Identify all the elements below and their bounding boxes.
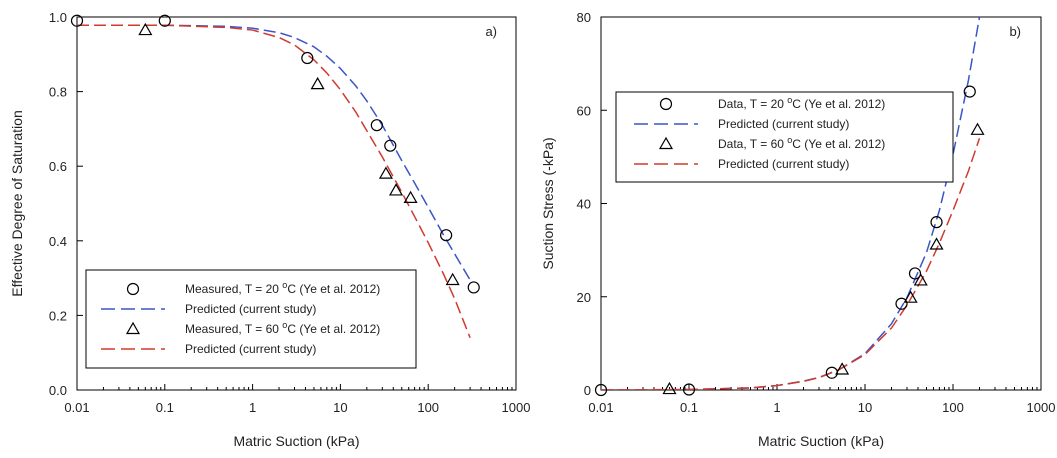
- y-tick-label: 0.8: [49, 85, 67, 100]
- x-axis-label: Matric Suction (kPa): [758, 433, 884, 449]
- series-line-predicted-60c: [601, 137, 981, 390]
- legend-entry-suffix: C (Ye et al. 2012): [287, 282, 380, 296]
- data-point-triangle: [403, 190, 418, 204]
- y-tick-label: 0.6: [49, 159, 67, 174]
- data-point-circle: [594, 383, 608, 397]
- data-point-triangle: [378, 166, 393, 179]
- y-tick-label: 0.0: [49, 383, 67, 398]
- data-point-triangle: [913, 273, 928, 286]
- legend-entry-label: Predicted (current study): [718, 157, 849, 171]
- y-tick-label: 40: [577, 197, 591, 212]
- y-tick-label: 80: [577, 10, 591, 25]
- legend-entry-text: Measured, T = 20 oC (Ye et al. 2012): [185, 280, 380, 296]
- legend: Data, T = 20 oC (Ye et al. 2012)Predicte…: [615, 91, 954, 183]
- y-tick-label: 20: [577, 290, 591, 305]
- legend-entry-text: Predicted (current study): [185, 302, 316, 316]
- y-tick-label: 0.4: [49, 234, 67, 249]
- x-tick-label: 1000: [502, 400, 531, 415]
- y-tick-label: 1.0: [49, 10, 67, 25]
- data-point-triangle: [929, 237, 944, 250]
- legend-entry-suffix: C (Ye et al. 2012): [792, 97, 885, 111]
- legend-entry-suffix: C (Ye et al. 2012): [792, 137, 885, 151]
- legend-box: [615, 91, 954, 183]
- y-axis-label: Effective Degree of Saturation: [9, 110, 25, 297]
- legend-box: [85, 269, 417, 369]
- x-axis-label: Matric Suction (kPa): [233, 433, 359, 449]
- x-tick-label: 0.1: [680, 400, 698, 415]
- legend-entry-label: Measured, T = 60: [185, 322, 282, 336]
- data-point-triangle: [310, 76, 325, 90]
- legend-degree-symbol: o: [282, 280, 287, 290]
- x-tick-label: 1: [249, 400, 256, 415]
- x-tick-label: 0.1: [156, 400, 174, 415]
- panel-label: b): [1009, 24, 1021, 39]
- legend: Measured, T = 20 oC (Ye et al. 2012)Pred…: [85, 269, 417, 369]
- legend-entry-text: Data, T = 60 oC (Ye et al. 2012): [718, 135, 885, 151]
- x-tick-label: 1000: [1027, 400, 1056, 415]
- data-point-circle: [301, 51, 314, 65]
- legend-entry-label: Predicted (current study): [718, 117, 849, 131]
- y-tick-label: 60: [577, 103, 591, 118]
- series-line-predicted-60c: [77, 24, 471, 339]
- x-tick-label: 10: [858, 400, 872, 415]
- legend-entry-suffix: C (Ye et al. 2012): [287, 322, 380, 336]
- data-point-circle: [908, 267, 922, 280]
- y-axis-label: Suction Stress (-kPa): [540, 137, 556, 269]
- data-point-circle: [963, 85, 976, 98]
- data-point-circle: [467, 281, 480, 294]
- legend-marker: [126, 282, 140, 296]
- chart-panel-b: 0.01 0.1 1 10 100 1000 0 20 40 60 80 Matric Suction…: [540, 10, 1055, 449]
- data-point-triangle: [388, 183, 404, 196]
- x-tick-label: 100: [942, 400, 964, 415]
- legend-degree-symbol: o: [787, 135, 792, 145]
- legend-entry-label: Data, T = 20: [718, 97, 787, 111]
- data-point-triangle: [662, 381, 677, 395]
- data-point-circle: [384, 139, 397, 152]
- data-point-triangle: [445, 272, 460, 286]
- x-tick-label: 1: [773, 400, 780, 415]
- legend-entry-label: Data, T = 60: [718, 137, 787, 151]
- data-point-triangle: [903, 290, 918, 303]
- data-point-circle: [70, 14, 84, 27]
- legend-marker: [658, 136, 674, 150]
- legend-entry-label: Measured, T = 20: [185, 282, 282, 296]
- data-point-circle: [158, 14, 171, 27]
- series-line-predicted-20c: [77, 24, 471, 281]
- legend-entry-text: Measured, T = 60 oC (Ye et al. 2012): [185, 320, 380, 336]
- data-point-circle: [440, 229, 453, 242]
- legend-entry-text: Data, T = 20 oC (Ye et al. 2012): [718, 95, 885, 111]
- data-point-triangle: [970, 122, 985, 135]
- data-point-circle: [682, 383, 696, 396]
- legend-marker: [659, 97, 673, 111]
- legend-marker: [125, 321, 141, 335]
- legend-entry-label: Predicted (current study): [185, 342, 316, 356]
- data-point-circle: [930, 216, 943, 229]
- plot-area-frame: [76, 16, 517, 391]
- data-point-circle: [895, 297, 908, 310]
- legend-entry-text: Predicted (current study): [718, 117, 849, 131]
- legend-entry-label: Predicted (current study): [185, 302, 316, 316]
- data-point-triangle: [835, 362, 850, 375]
- y-tick-label: 0.2: [49, 308, 67, 323]
- x-tick-label: 100: [417, 400, 439, 415]
- data-point-triangle: [138, 22, 153, 36]
- chart-panel-a: 0.01 0.1 1 10 100 1000 0.0 0.2 0.4 0.6 0.8 1.0 Matri…: [9, 10, 530, 449]
- y-tick-label: 0: [584, 383, 591, 398]
- panel-label: a): [485, 24, 497, 39]
- legend-degree-symbol: o: [787, 95, 792, 105]
- data-point-circle: [370, 119, 383, 132]
- x-tick-label: 10: [333, 400, 347, 415]
- legend-degree-symbol: o: [282, 320, 287, 330]
- x-tick-label: 0.01: [64, 400, 89, 415]
- x-tick-label: 0.01: [588, 400, 613, 415]
- legend-entry-text: Predicted (current study): [718, 157, 849, 171]
- legend-entry-text: Predicted (current study): [185, 342, 316, 356]
